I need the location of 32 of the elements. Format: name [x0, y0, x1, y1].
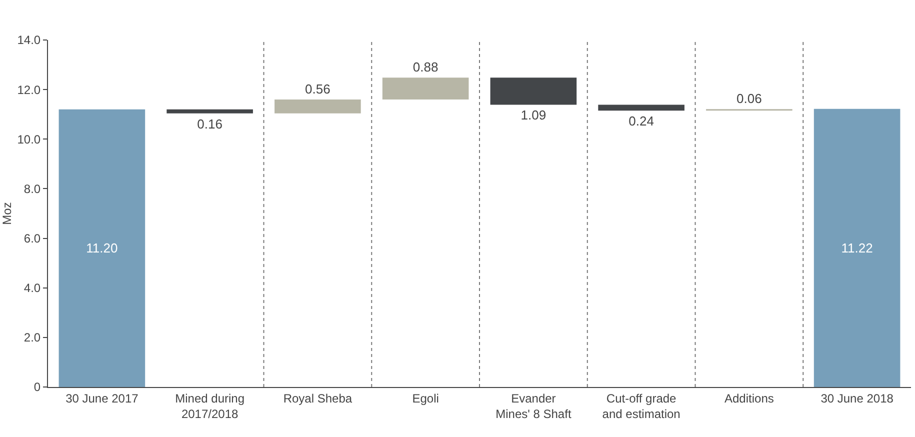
x-tick-label: 30 June 2018	[820, 391, 894, 406]
data-label: 11.22	[841, 240, 873, 256]
bar	[490, 78, 577, 105]
bar	[382, 78, 469, 100]
x-tick-label: Additions	[724, 391, 774, 406]
x-tick-label: 30 June 2017	[66, 391, 139, 406]
y-tick-label: 0	[34, 380, 41, 394]
x-tick-label: Egoli	[412, 391, 439, 406]
data-label: 11.20	[86, 240, 118, 256]
y-tick-label: 8.0	[24, 182, 41, 196]
bar	[58, 109, 146, 387]
data-label: 0.06	[736, 91, 762, 106]
data-label: 0.16	[197, 116, 222, 132]
y-tick-label: 14.0	[17, 33, 41, 48]
bar	[166, 109, 253, 114]
y-tick-label: 12.0	[17, 82, 41, 97]
x-tick-label: Cut-off grade and estimation	[602, 391, 680, 421]
x-tick-label: Royal Sheba	[283, 391, 352, 406]
y-tick-label: 10.0	[17, 132, 41, 146]
bar	[598, 104, 684, 111]
y-axis-title: Moz	[0, 202, 14, 225]
y-tick-label: 4.0	[24, 281, 41, 296]
data-label: 0.88	[412, 60, 438, 75]
bar	[814, 108, 900, 387]
bar	[274, 99, 361, 114]
data-label: 0.56	[305, 81, 330, 96]
y-tick-label: 6.0	[24, 231, 41, 246]
y-tick-label: 2.0	[24, 330, 41, 345]
x-tick-label: Mined during 2017/2018	[175, 391, 244, 421]
x-tick-label: Evander Mines' 8 Shaft	[496, 391, 572, 421]
data-label: 0.24	[628, 114, 654, 129]
data-label: 1.09	[520, 108, 546, 123]
